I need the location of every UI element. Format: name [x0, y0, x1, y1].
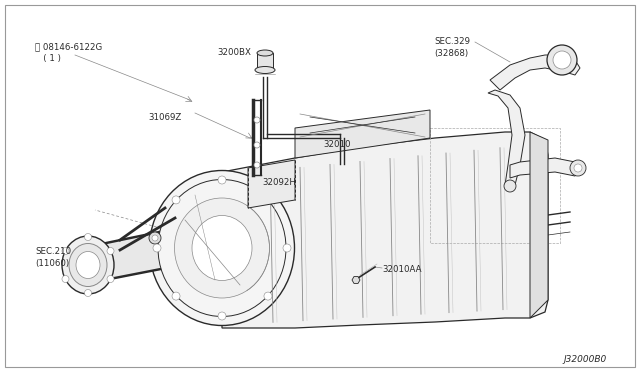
Ellipse shape [62, 236, 114, 294]
Text: 31069Z: 31069Z [148, 113, 181, 122]
Ellipse shape [175, 198, 269, 298]
Text: 32010: 32010 [323, 140, 351, 149]
Circle shape [84, 289, 92, 296]
Circle shape [62, 276, 69, 282]
Circle shape [107, 276, 114, 282]
Circle shape [218, 312, 226, 320]
Polygon shape [295, 110, 430, 158]
Circle shape [254, 162, 260, 168]
Ellipse shape [255, 67, 275, 74]
Polygon shape [257, 53, 273, 70]
Circle shape [172, 196, 180, 204]
Polygon shape [488, 90, 525, 188]
Ellipse shape [158, 180, 286, 317]
Circle shape [264, 292, 272, 300]
Polygon shape [222, 132, 548, 328]
Circle shape [152, 235, 158, 241]
Ellipse shape [76, 251, 100, 279]
Text: Ⓑ 08146-6122G
   ( 1 ): Ⓑ 08146-6122G ( 1 ) [35, 42, 102, 63]
Bar [430, 128, 560, 243]
Text: SEC.329
(32868): SEC.329 (32868) [434, 37, 470, 58]
Text: 32092H: 32092H [262, 178, 296, 187]
Circle shape [254, 142, 260, 148]
Circle shape [504, 180, 516, 192]
Ellipse shape [192, 215, 252, 280]
Polygon shape [530, 132, 548, 318]
Circle shape [264, 196, 272, 204]
Text: SEC.210
(11060): SEC.210 (11060) [35, 247, 71, 268]
Circle shape [84, 234, 92, 241]
Circle shape [153, 244, 161, 252]
Polygon shape [88, 230, 175, 282]
Text: J32000B0: J32000B0 [563, 355, 606, 364]
Circle shape [62, 247, 69, 254]
Circle shape [574, 164, 582, 172]
Circle shape [283, 244, 291, 252]
Polygon shape [510, 158, 578, 178]
Circle shape [149, 232, 161, 244]
Circle shape [547, 45, 577, 75]
Circle shape [107, 247, 114, 254]
Ellipse shape [150, 170, 294, 326]
Circle shape [570, 160, 586, 176]
Polygon shape [248, 160, 295, 208]
Circle shape [218, 176, 226, 184]
Ellipse shape [257, 50, 273, 56]
Circle shape [254, 117, 260, 123]
Ellipse shape [69, 244, 107, 286]
Polygon shape [490, 55, 580, 90]
Circle shape [172, 292, 180, 300]
Text: 3200BX: 3200BX [217, 48, 251, 57]
Polygon shape [352, 276, 360, 283]
Text: 32010AA: 32010AA [382, 265, 422, 274]
Circle shape [553, 51, 571, 69]
